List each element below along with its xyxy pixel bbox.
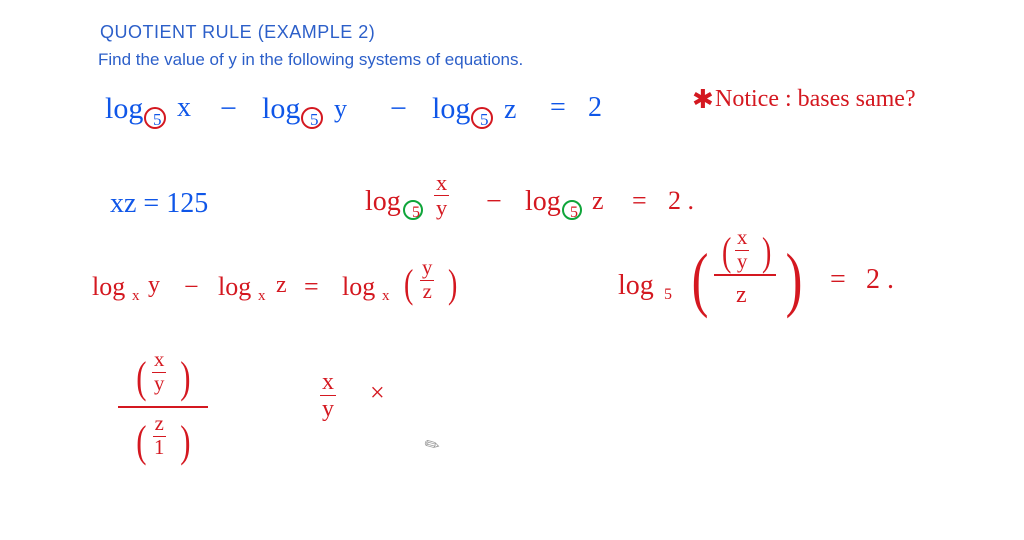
handwriting-text: z xyxy=(736,282,747,309)
handwriting-text: log xyxy=(525,186,561,218)
handwriting-text: z1 xyxy=(152,414,166,459)
handwriting-text: xy xyxy=(434,172,449,220)
handwriting-text: 5 xyxy=(153,110,162,130)
handwriting-text: − xyxy=(220,92,237,126)
star-annotation-icon: ✱ xyxy=(692,84,714,115)
handwriting-text: Notice : bases same? xyxy=(715,86,916,113)
page-subtitle: Find the value of y in the following sys… xyxy=(98,50,523,70)
pencil-cursor-icon: ✎ xyxy=(421,433,445,459)
handwriting-text: ) xyxy=(786,238,803,321)
handwriting-text: y xyxy=(334,94,347,124)
handwriting-text: log xyxy=(618,270,654,302)
handwriting-text: log xyxy=(218,272,251,302)
handwriting-text: log xyxy=(342,272,375,302)
handwriting-text: log xyxy=(365,186,401,218)
handwriting-text: ) xyxy=(762,228,771,275)
handwriting-text: log xyxy=(432,92,470,126)
handwriting-text: ( xyxy=(136,352,146,403)
handwriting-text: 2 . xyxy=(668,186,694,216)
handwriting-text: 2 . xyxy=(866,264,894,296)
handwriting-text: ) xyxy=(448,260,457,307)
handwriting-text: 5 xyxy=(570,204,578,222)
handwriting-text: xy xyxy=(735,228,749,273)
handwriting-text: ( xyxy=(136,416,146,467)
handwriting-text: = xyxy=(304,272,319,302)
page-title: QUOTIENT RULE (EXAMPLE 2) xyxy=(100,22,375,43)
handwriting-text xyxy=(118,406,208,408)
handwriting-text: z xyxy=(592,186,604,216)
handwriting-text: 5 xyxy=(310,110,319,130)
handwriting-text: ( xyxy=(722,228,731,275)
handwriting-text: ( xyxy=(692,238,709,321)
handwriting-text: x xyxy=(258,288,266,305)
handwriting-text: log xyxy=(262,92,300,126)
handwriting-text: xz = 125 xyxy=(110,188,208,220)
handwriting-text: x xyxy=(132,288,140,305)
handwriting-text: 2 xyxy=(588,92,602,124)
handwriting-text: y xyxy=(148,272,160,299)
handwriting-text: − xyxy=(486,186,502,218)
handwriting-text: x xyxy=(177,92,191,124)
handwriting-text: 5 xyxy=(664,286,672,304)
handwriting-text: 5 xyxy=(412,204,420,222)
handwriting-text: − xyxy=(390,92,407,126)
handwriting-text: 5 xyxy=(480,110,489,130)
handwriting-text: yz xyxy=(420,258,434,303)
handwriting-text: xy xyxy=(152,350,166,395)
handwriting-text: log xyxy=(92,272,125,302)
handwriting-text: z xyxy=(276,272,287,299)
handwriting-text: log xyxy=(105,92,143,126)
handwriting-text: ) xyxy=(180,416,190,467)
handwriting-text: = xyxy=(550,92,566,124)
handwriting-text: = xyxy=(830,264,846,296)
handwriting-text: × xyxy=(370,378,385,408)
handwriting-text: x xyxy=(382,288,390,305)
handwriting-text: = xyxy=(632,186,647,216)
handwriting-text: xy xyxy=(320,370,336,421)
handwriting-text xyxy=(714,274,776,276)
handwriting-text: ) xyxy=(180,352,190,403)
handwriting-text: z xyxy=(504,94,516,126)
handwriting-text: ( xyxy=(404,260,413,307)
handwriting-text: − xyxy=(184,272,199,302)
